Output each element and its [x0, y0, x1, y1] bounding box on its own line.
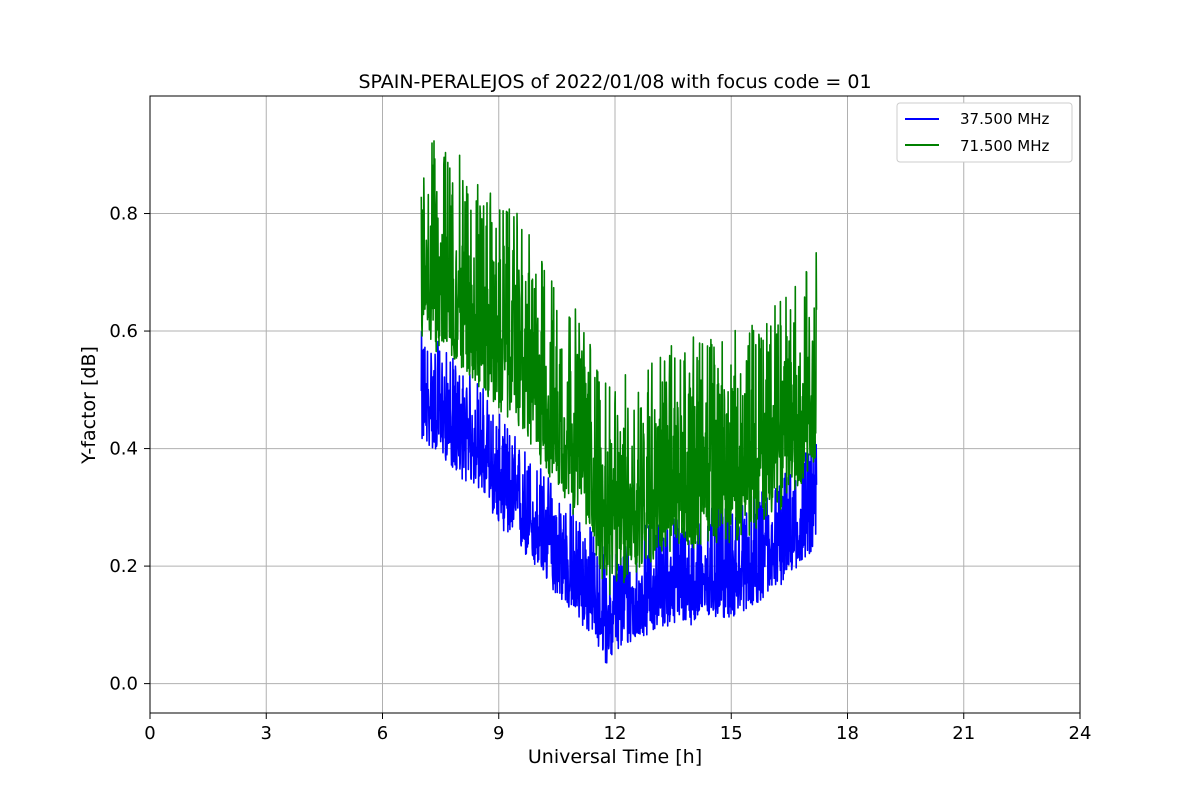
- x-tick-label: 18: [836, 723, 859, 744]
- y-axis-label: Y-factor [dB]: [78, 346, 100, 465]
- x-tick-label: 24: [1069, 723, 1092, 744]
- x-tick-label: 15: [720, 723, 743, 744]
- x-tick-label: 0: [144, 723, 155, 744]
- legend-label-71-500-mhz: 71.500 MHz: [960, 137, 1049, 155]
- series-line-37-500-mhz: [420, 330, 818, 664]
- x-axis-label: Universal Time [h]: [528, 746, 702, 768]
- x-tick-label: 21: [952, 723, 975, 744]
- y-tick-label: 0.4: [109, 439, 138, 460]
- ticks: 0 3 6 9 12 15 18 21 24 0.0 0.2 0.4 0.6 0.8: [109, 204, 1091, 744]
- series-layer: [420, 140, 818, 664]
- x-tick-label: 12: [604, 723, 627, 744]
- y-tick-label: 0.0: [109, 674, 138, 695]
- x-tick-label: 6: [377, 723, 388, 744]
- legend: 37.500 MHz 71.500 MHz: [896, 102, 1073, 163]
- y-tick-label: 0.8: [109, 204, 138, 225]
- y-tick-label: 0.2: [109, 556, 138, 577]
- chart-title: SPAIN-PERALEJOS of 2022/01/08 with focus…: [358, 71, 871, 93]
- legend-label-37-500-mhz: 37.500 MHz: [960, 110, 1049, 128]
- legend-box: [896, 102, 1073, 163]
- x-tick-label: 9: [493, 723, 504, 744]
- x-tick-label: 3: [261, 723, 272, 744]
- y-tick-label: 0.6: [109, 321, 138, 342]
- series-line-71-500-mhz: [420, 140, 818, 596]
